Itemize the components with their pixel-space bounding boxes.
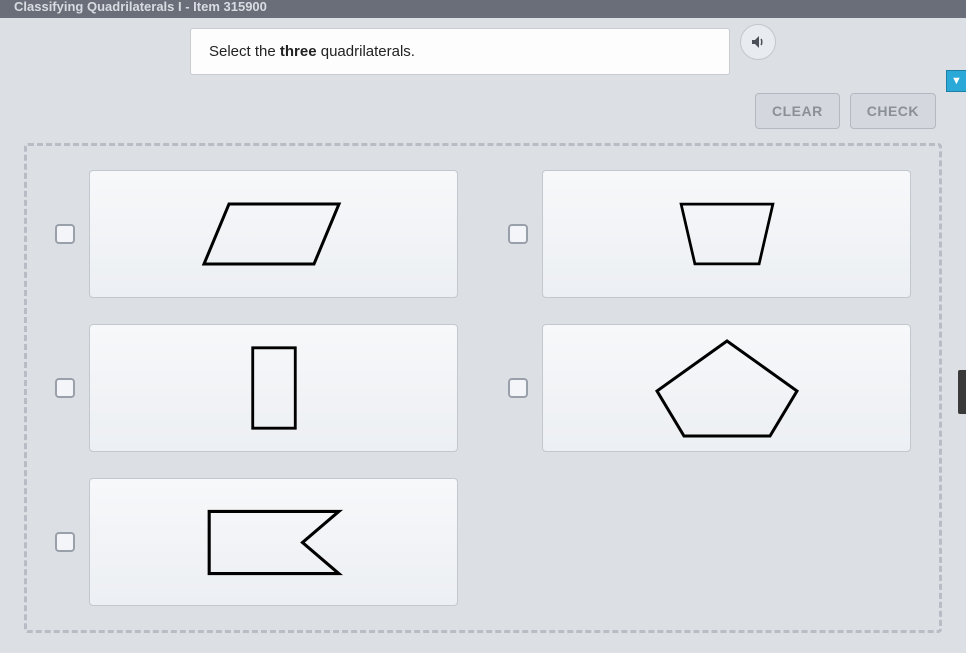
prompt-box: Select the three quadrilaterals. bbox=[190, 28, 730, 75]
option-parallelogram bbox=[55, 170, 458, 298]
prompt-post: quadrilaterals. bbox=[317, 43, 415, 60]
card-trapezoid[interactable] bbox=[542, 170, 911, 298]
clear-button[interactable]: CLEAR bbox=[755, 93, 840, 129]
header-bar: Classifying Quadrilaterals I - Item 3159… bbox=[0, 0, 966, 18]
checkbox-pentagon[interactable] bbox=[508, 378, 528, 398]
check-button[interactable]: CHECK bbox=[850, 93, 936, 129]
option-rectangle bbox=[55, 324, 458, 452]
card-chevron[interactable] bbox=[89, 478, 458, 606]
shape-pentagon bbox=[652, 336, 802, 441]
checkbox-chevron[interactable] bbox=[55, 532, 75, 552]
checkbox-rectangle[interactable] bbox=[55, 378, 75, 398]
prompt-pre: Select the bbox=[209, 43, 280, 60]
option-trapezoid bbox=[508, 170, 911, 298]
shape-rectangle bbox=[248, 343, 300, 433]
card-rectangle[interactable] bbox=[89, 324, 458, 452]
work-area bbox=[24, 143, 942, 633]
shape-trapezoid bbox=[667, 195, 787, 273]
action-row: CLEAR CHECK bbox=[0, 75, 966, 143]
card-parallelogram[interactable] bbox=[89, 170, 458, 298]
shape-parallelogram bbox=[199, 194, 349, 274]
card-pentagon[interactable] bbox=[542, 324, 911, 452]
option-chevron bbox=[55, 478, 458, 606]
speaker-icon bbox=[750, 34, 766, 50]
options-grid bbox=[55, 170, 911, 606]
shape-chevron bbox=[204, 501, 344, 584]
option-pentagon bbox=[508, 324, 911, 452]
prompt-bold: three bbox=[280, 43, 317, 60]
checkbox-trapezoid[interactable] bbox=[508, 224, 528, 244]
header-title: Classifying Quadrilaterals I - Item 3159… bbox=[14, 0, 267, 14]
checkbox-parallelogram[interactable] bbox=[55, 224, 75, 244]
audio-button[interactable] bbox=[740, 24, 776, 60]
side-handle[interactable] bbox=[958, 370, 966, 414]
prompt-row: Select the three quadrilaterals. bbox=[0, 18, 966, 75]
